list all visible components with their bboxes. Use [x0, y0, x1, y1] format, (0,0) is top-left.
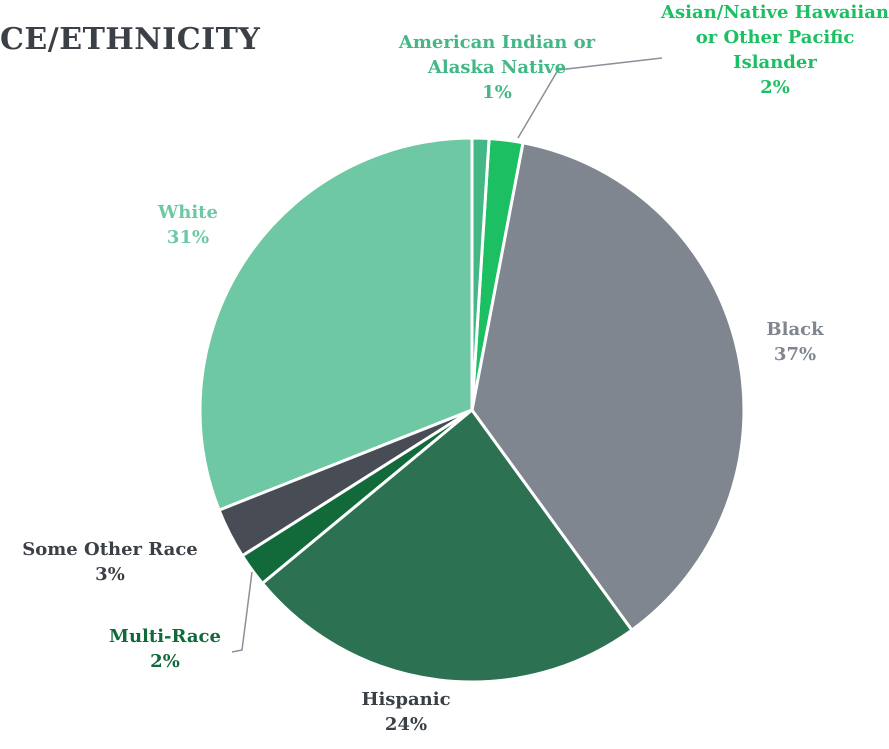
slice-value: 37% [773, 344, 817, 365]
slice-label: White 31% [83, 200, 293, 250]
pie-slice [470, 136, 491, 412]
slice-name: Multi-Race [109, 626, 221, 647]
pie-slice [198, 136, 474, 512]
pie-slice [260, 408, 634, 684]
slice-name: American Indian or Alaska Native [398, 32, 596, 78]
leader-line [517, 57, 663, 139]
slice-value: 2% [760, 77, 790, 98]
slice-label: American Indian or Alaska Native 1% [392, 30, 602, 105]
slice-name: Black [766, 319, 824, 340]
slice-label: Hispanic 24% [301, 687, 511, 737]
slice-label: Some Other Race 3% [5, 537, 215, 587]
slice-label: Asian/Native Hawaiian or Other Pacific I… [660, 0, 889, 100]
pie-slice [470, 141, 746, 632]
slice-name: Asian/Native Hawaiian or Other Pacific I… [661, 2, 889, 73]
chart-title: CE/ETHNICITY [0, 22, 261, 57]
slice-name: Hispanic [361, 689, 451, 710]
leader-line [231, 571, 253, 653]
slice-value: 24% [384, 714, 428, 735]
slice-value: 2% [150, 651, 180, 672]
slice-name: White [158, 202, 218, 223]
slice-value: 3% [95, 564, 125, 585]
slice-value: 31% [166, 227, 210, 248]
slice-label: Multi-Race 2% [60, 624, 270, 674]
slice-value: 1% [482, 82, 512, 103]
slice-name: Some Other Race [22, 539, 198, 560]
slice-label: Black 37% [690, 317, 889, 367]
